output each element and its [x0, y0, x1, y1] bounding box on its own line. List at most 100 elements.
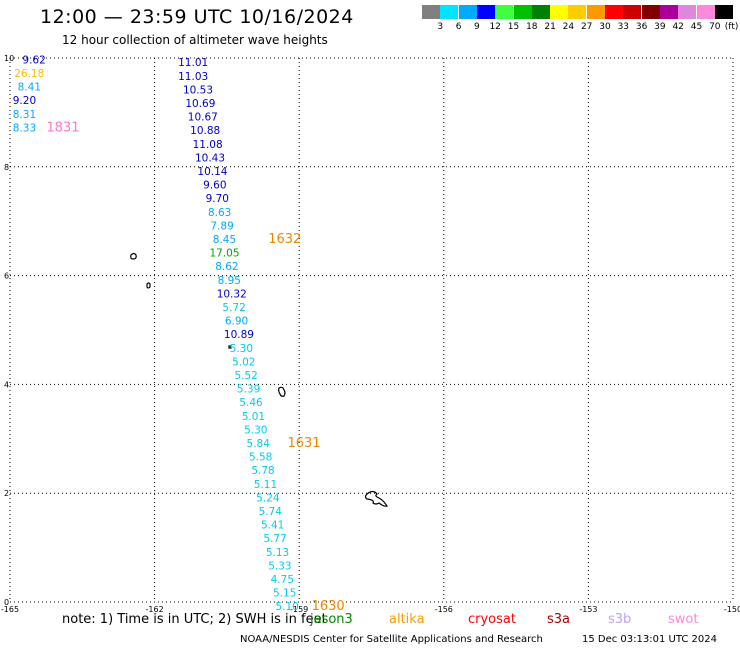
swh-value: 5.46: [239, 397, 263, 409]
swh-value: 10.89: [224, 329, 254, 341]
legend-swatch: [568, 5, 587, 19]
legend-label: 39: [654, 22, 666, 32]
legend-swatch: [605, 5, 623, 19]
swh-value: 5.77: [263, 533, 286, 545]
pass-time-label: 1631: [287, 436, 320, 451]
swh-value: 5.24: [256, 492, 280, 504]
swh-value: 5.74: [259, 506, 283, 518]
y-tick-label: 8: [4, 163, 9, 172]
pass-time-label: 1632: [268, 232, 301, 247]
legend-label: 42: [672, 22, 684, 32]
legend-label: 15: [507, 22, 520, 32]
legend-swatch: [678, 5, 697, 19]
x-tick-label: -156: [435, 605, 453, 614]
swh-value: 5.15: [273, 588, 296, 600]
swh-value: 26.18: [14, 68, 44, 80]
legend-swatch: [531, 5, 550, 19]
legend-swatch: [458, 5, 477, 19]
swh-value: 9.60: [203, 180, 226, 192]
generation-timestamp: 15 Dec 03:13:01 UTC 2024: [582, 634, 717, 645]
y-tick-label: 10: [4, 54, 14, 63]
legend-label: 6: [455, 22, 462, 32]
legend-label: 70: [709, 22, 721, 32]
legend-label: 30: [599, 22, 611, 32]
molokai-islet: [228, 345, 232, 349]
islands: [130, 252, 388, 507]
y-tick-label: 6: [4, 272, 9, 281]
swh-value: 5.52: [234, 370, 257, 382]
pass-time-label: 1831: [46, 120, 79, 135]
legend-swatch: [586, 5, 605, 19]
swh-value: 8.63: [208, 207, 231, 219]
swh-value: 8.31: [13, 109, 36, 121]
swh-value: 5.33: [268, 560, 291, 572]
legend-label: 33: [617, 22, 630, 32]
satellite-jason3: jason3: [310, 612, 353, 627]
map-subtitle: 12 hour collection of altimeter wave hei…: [62, 33, 328, 47]
swh-value: 5.58: [249, 452, 272, 464]
y-tick-label: 0: [4, 598, 9, 607]
swh-value: 10.69: [185, 98, 215, 110]
legend-swatch: [440, 5, 459, 19]
swh-value: 6.90: [225, 316, 248, 328]
swh-value: 10.43: [195, 152, 225, 164]
satellite-altika: altika: [389, 612, 425, 627]
x-tick-label: -159: [290, 605, 308, 614]
kiritimati-islet: [364, 490, 388, 507]
y-tick-label: 2: [4, 489, 9, 498]
swh-value: 9.62: [22, 54, 45, 66]
swh-value: 8.33: [13, 122, 36, 134]
x-tick-label: -165: [1, 605, 19, 614]
pass-time-labels: 1831 1632 1631 1630: [46, 120, 344, 614]
legend-swatch: [696, 5, 715, 19]
kauai-islet: [130, 252, 137, 260]
map-grid: [9, 57, 734, 603]
swh-value: 5.02: [232, 356, 255, 368]
swh-value: 4.75: [271, 574, 294, 586]
legend-swatch: [513, 5, 532, 19]
legend-label: 18: [526, 22, 538, 32]
legend-label: 27: [580, 22, 593, 32]
swh-value: 5.01: [242, 411, 265, 423]
swh-value: 9.70: [206, 193, 229, 205]
legend-label: 12: [489, 22, 501, 32]
y-tick-label: 4: [4, 380, 9, 389]
satellite-cryosat: cryosat: [468, 612, 516, 627]
swh-value: 5.84: [247, 438, 271, 450]
axis-ticks: -165 -162 -159 -156 -153 -150 10 8 6 4 2 0: [1, 54, 740, 614]
swh-value: 8.95: [218, 275, 241, 287]
swh-value: 5.13: [266, 547, 289, 559]
swh-value: 11.01: [178, 57, 208, 69]
swh-value: 8.62: [215, 261, 238, 273]
swh-value: 17.05: [209, 248, 239, 260]
x-tick-label: -150: [724, 605, 740, 614]
legend-swatch: [714, 5, 733, 19]
satellite-s3a: s3a: [547, 612, 571, 627]
swh-value: 5.78: [251, 465, 274, 477]
legend-swatch: [495, 5, 514, 19]
swh-value: 8.45: [213, 234, 236, 246]
swh-value: 10.53: [183, 84, 213, 96]
swh-value: 11.08: [193, 139, 223, 151]
legend-label: 45: [690, 22, 703, 32]
observation-labels: 9.62 26.18 8.419.20 8.318.33 11.01 11.0310.53…: [13, 54, 299, 613]
hawaii-islet: [278, 386, 286, 397]
legend-label: 21: [544, 22, 556, 32]
legend-label: 36: [635, 22, 648, 32]
legend-swatch: [659, 5, 678, 19]
swh-value: 8.41: [18, 82, 41, 94]
satellite-s3b: s3b: [608, 612, 632, 627]
swh-value: 7.89: [210, 220, 233, 232]
x-tick-label: -153: [579, 605, 597, 614]
x-tick-label: -162: [146, 605, 164, 614]
legend-label: 24: [562, 22, 575, 32]
niihau-islet: [146, 282, 151, 289]
swh-value: 5.10: [275, 601, 298, 613]
swh-value: 10.32: [217, 288, 247, 300]
legend-swatch: [641, 5, 660, 19]
pass-time-label: 1630: [312, 599, 345, 614]
swh-value: 9.20: [13, 95, 36, 107]
map-title: 12:00 — 23:59 UTC 10/16/2024: [40, 6, 354, 28]
legend-swatch: [422, 5, 440, 19]
